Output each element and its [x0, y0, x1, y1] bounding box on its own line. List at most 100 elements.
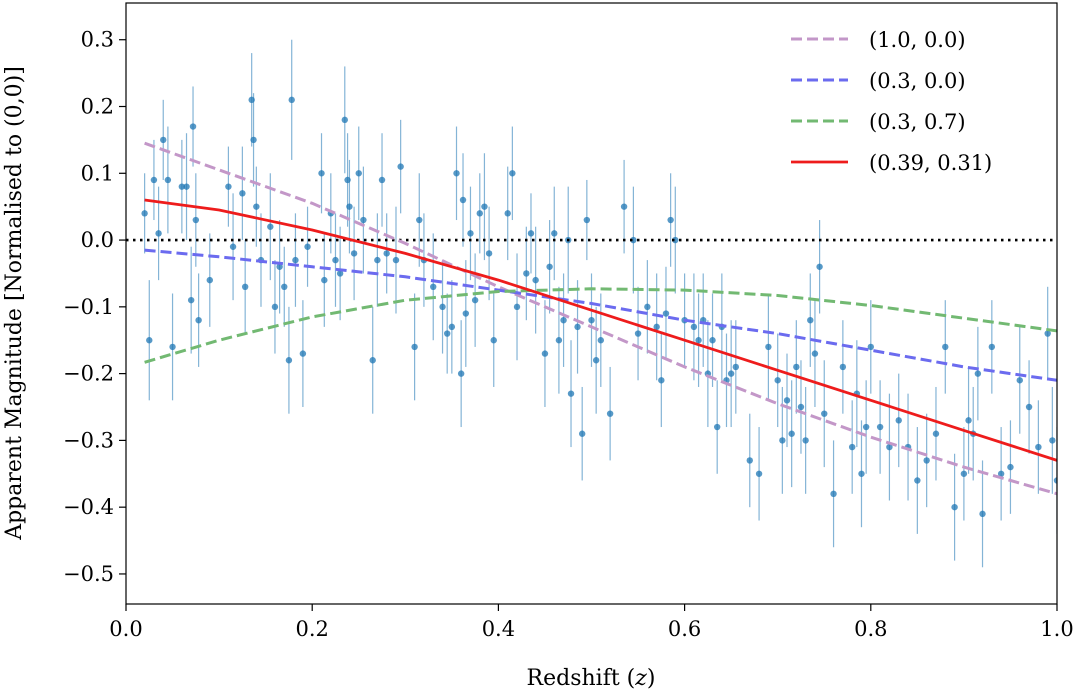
- data-point: [150, 176, 158, 184]
- data-point: [346, 203, 353, 210]
- data-point: [1044, 330, 1051, 337]
- data-point: [951, 503, 958, 511]
- data-point: [443, 330, 451, 337]
- data-point: [392, 256, 400, 264]
- data-point: [960, 470, 968, 477]
- data-point: [523, 270, 530, 277]
- data-point: [690, 323, 698, 331]
- data-point: [206, 276, 213, 284]
- data-point: [146, 337, 153, 344]
- data-point: [481, 203, 488, 210]
- x-tick-label: 1.0: [1040, 617, 1073, 641]
- x-tick-label: 0.2: [295, 617, 328, 641]
- series-line-4: [144, 198, 1057, 462]
- data-point: [192, 216, 200, 224]
- data-point: [336, 270, 344, 277]
- data-point: [527, 230, 535, 237]
- data-point: [378, 176, 386, 184]
- data-point: [774, 377, 781, 384]
- data-point: [546, 263, 553, 270]
- data-point: [765, 343, 772, 351]
- data-point: [276, 263, 283, 270]
- data-point: [292, 256, 299, 264]
- data-point: [592, 357, 600, 364]
- data-point: [355, 170, 362, 177]
- data-point: [997, 470, 1005, 477]
- data-point: [634, 330, 642, 337]
- data-point: [578, 430, 586, 437]
- data-point: [160, 136, 167, 144]
- data-point: [195, 316, 202, 324]
- data-point: [932, 430, 940, 437]
- legend-label-2: (0.3, 0.0): [869, 69, 966, 93]
- y-tick-label: 0.3: [81, 28, 114, 52]
- data-point: [755, 470, 763, 477]
- data-point: [187, 296, 195, 304]
- y-tick-label: 0.2: [81, 95, 114, 119]
- legend-label-1: (1.0, 0.0): [869, 28, 966, 52]
- x-axis: 0.0 0.2 0.4 0.6 0.8 1.0: [109, 604, 1074, 641]
- data-point: [567, 390, 575, 397]
- data-point: [281, 283, 288, 291]
- data-point: [430, 283, 437, 291]
- data-point: [397, 163, 404, 170]
- data-point: [732, 363, 740, 371]
- data-point: [513, 303, 521, 311]
- data-point: [727, 370, 735, 377]
- data-point: [448, 323, 456, 331]
- data-point: [411, 343, 418, 351]
- data-point: [369, 357, 376, 364]
- data-point: [821, 410, 828, 417]
- data-point: [341, 116, 348, 124]
- data-point: [321, 276, 328, 284]
- data-point: [974, 370, 982, 377]
- data-point: [241, 283, 249, 291]
- data-point: [350, 250, 358, 257]
- data-point: [509, 170, 516, 177]
- data-point: [271, 303, 279, 311]
- data-point: [485, 250, 493, 257]
- data-point: [886, 443, 893, 451]
- y-axis-label: Apparent Magnitude [Normalised to (0,0)]: [2, 66, 27, 541]
- x-tick-label: 0.4: [482, 617, 515, 641]
- data-point: [383, 250, 390, 257]
- data-point: [178, 183, 186, 190]
- data-point: [490, 337, 497, 344]
- data-point: [895, 417, 902, 424]
- data-point: [965, 417, 972, 424]
- data-point: [467, 230, 474, 237]
- y-tick-label: 0.1: [81, 161, 114, 185]
- data-point: [332, 256, 339, 264]
- x-tick-label: 0.6: [668, 617, 701, 641]
- data-point: [667, 216, 674, 224]
- data-point: [942, 343, 949, 351]
- data-point: [574, 323, 581, 331]
- data-point: [253, 203, 260, 210]
- data-point: [848, 443, 856, 451]
- y-axis: 0.3 0.2 0.1 0.0 −0.1 −0.2 −0.3 −0.4 −0.5: [63, 28, 126, 586]
- data-point: [862, 423, 870, 431]
- data-point: [620, 203, 628, 210]
- series-line-1: [144, 141, 1057, 496]
- data-point: [267, 223, 274, 230]
- data-point: [644, 303, 651, 311]
- data-point: [783, 397, 791, 404]
- data-point: [779, 437, 786, 444]
- data-point: [248, 96, 255, 104]
- data-point: [653, 323, 660, 331]
- data-point: [1035, 443, 1042, 451]
- data-point: [141, 210, 148, 217]
- data-point: [416, 216, 423, 224]
- data-point: [532, 276, 539, 284]
- legend-label-3: (0.3, 0.7): [869, 110, 966, 134]
- data-point: [471, 296, 479, 304]
- data-point: [1007, 463, 1014, 471]
- data-point: [830, 490, 837, 498]
- legend-label-4: (0.39, 0.31): [869, 151, 992, 175]
- data-point: [1049, 437, 1056, 444]
- y-tick-label: −0.3: [63, 428, 114, 452]
- data-point: [713, 423, 721, 431]
- data-point: [807, 316, 814, 324]
- data-point: [304, 243, 311, 250]
- data-point: [541, 350, 549, 357]
